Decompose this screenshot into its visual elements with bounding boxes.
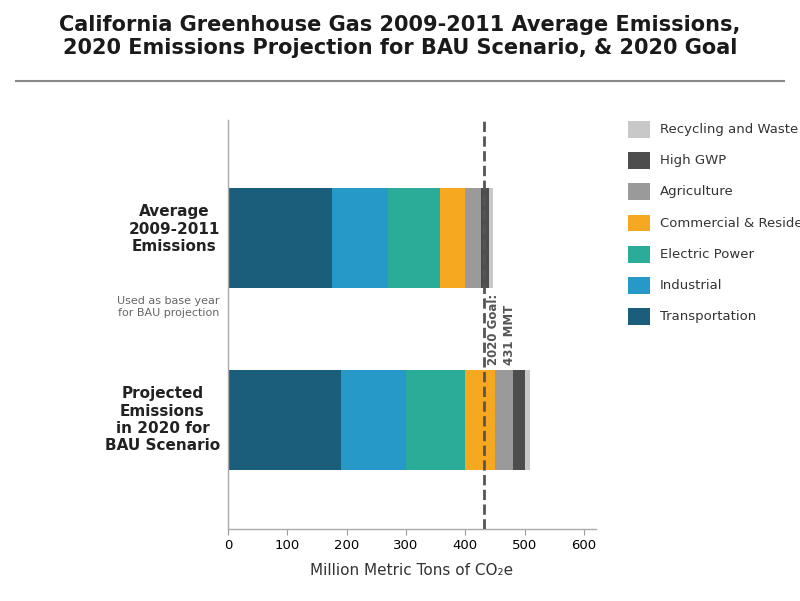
Text: High GWP: High GWP <box>660 154 726 167</box>
Bar <box>228 370 341 470</box>
X-axis label: Million Metric Tons of CO₂e: Million Metric Tons of CO₂e <box>310 563 514 578</box>
Bar <box>341 370 406 470</box>
Bar <box>525 370 530 470</box>
Text: Industrial: Industrial <box>660 279 722 292</box>
Text: Projected
Emissions
in 2020 for
BAU Scenario: Projected Emissions in 2020 for BAU Scen… <box>105 386 220 454</box>
Text: Agriculture: Agriculture <box>660 185 734 198</box>
Bar <box>466 188 481 288</box>
Text: Average
2009-2011
Emissions: Average 2009-2011 Emissions <box>129 204 220 254</box>
Text: Transportation: Transportation <box>660 310 756 323</box>
Text: Used as base year
for BAU projection: Used as base year for BAU projection <box>118 296 220 318</box>
Bar <box>495 370 513 470</box>
Bar <box>388 188 441 288</box>
Bar <box>513 370 525 470</box>
Bar <box>489 188 494 288</box>
Text: California Greenhouse Gas 2009-2011 Average Emissions,
2020 Emissions Projection: California Greenhouse Gas 2009-2011 Aver… <box>59 15 741 58</box>
Text: Recycling and Waste: Recycling and Waste <box>660 123 798 136</box>
Text: 2020 Goal:
431 MMT: 2020 Goal: 431 MMT <box>487 293 516 365</box>
Text: Commercial & Residential: Commercial & Residential <box>660 216 800 230</box>
Text: Electric Power: Electric Power <box>660 248 754 261</box>
Bar <box>406 370 466 470</box>
Bar <box>441 188 466 288</box>
Bar <box>481 188 489 288</box>
Bar <box>332 188 388 288</box>
Bar <box>466 370 495 470</box>
Bar <box>228 188 332 288</box>
